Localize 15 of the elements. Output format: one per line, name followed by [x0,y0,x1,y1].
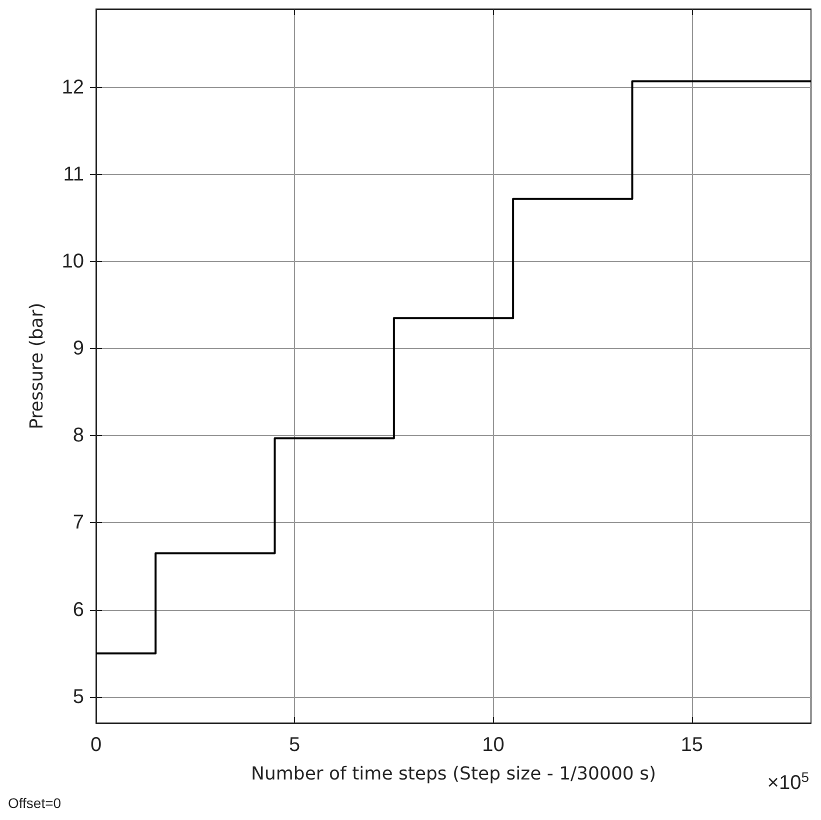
y-tick-label: 8 [72,424,84,447]
y-tick-label: 12 [62,76,84,98]
y-tick-label: 6 [72,598,84,621]
x-tick-label: 10 [482,734,504,756]
y-tick-label: 7 [72,512,84,534]
x-tick-label: 0 [90,734,102,756]
x-tick-label: 5 [289,734,300,756]
y-tick-label: 9 [72,338,84,360]
x-axis-title: Number of time steps (Step size - 1/30000 s) [251,764,656,784]
text: Offset=0 [8,795,62,811]
y-tick-label: 10 [62,250,84,273]
y-tick-label: 11 [63,163,84,186]
x-tick-label: 15 [680,734,703,756]
y-axis-title: Pressure (bar) [26,302,48,430]
y-tick-label: 5 [72,686,84,708]
